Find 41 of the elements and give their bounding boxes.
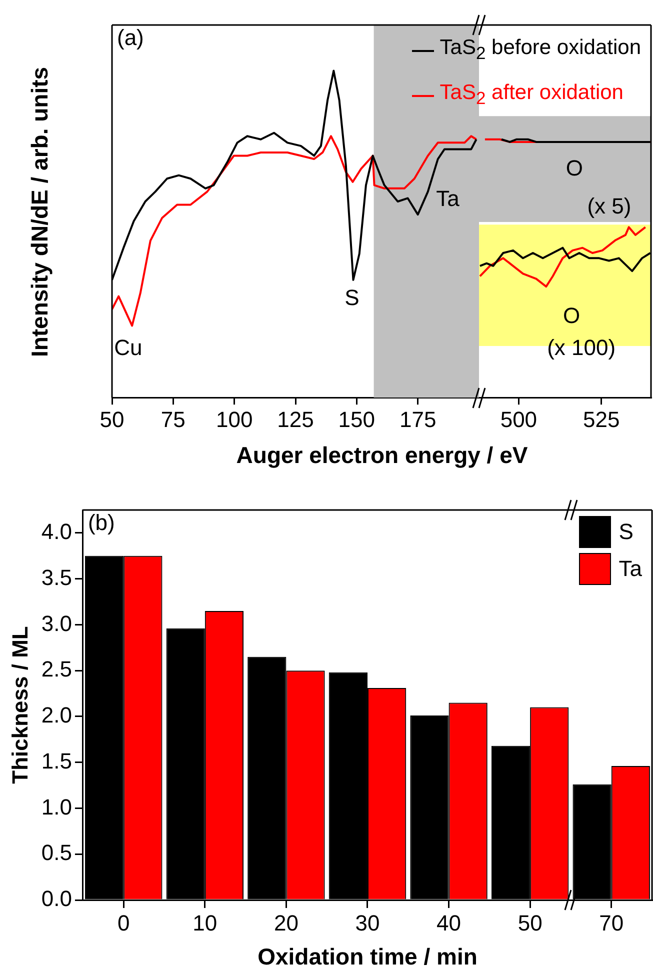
- x-tick-label: 70: [599, 910, 624, 936]
- x-axis-title: Auger electron energy / eV: [235, 442, 529, 469]
- annotation: O: [562, 302, 580, 328]
- annotation: S: [344, 284, 360, 310]
- x-tick-label: 40: [436, 910, 462, 936]
- x-axis-title: Oxidation time / min: [258, 944, 478, 970]
- annotation: (b): [88, 510, 115, 536]
- y-axis-title: Intensity dN/dE / arb. units: [26, 66, 54, 358]
- y-tick-label: 2.0: [41, 702, 72, 728]
- legend-label: TaS$_{2}$ before oxidation: [440, 35, 641, 66]
- x-tick-label: 75: [160, 406, 186, 432]
- y-tick-label: 4.0: [41, 519, 72, 544]
- y-tick-label: 3.5: [41, 564, 72, 590]
- y-tick-label: 3.0: [41, 610, 72, 636]
- x-tick-label: 125: [277, 406, 314, 432]
- annotation: (x 100): [547, 334, 616, 360]
- annotation: Cu: [114, 334, 142, 360]
- y-tick-label: 2.5: [41, 656, 72, 682]
- x-tick-label: 30: [355, 910, 380, 936]
- x-tick-label: 100: [216, 406, 253, 432]
- x-tick-label: 20: [274, 910, 298, 936]
- y-tick-label: 1.5: [41, 748, 72, 774]
- x-tick-label: 150: [338, 406, 376, 432]
- x-tick-label: 175: [399, 406, 436, 432]
- legend-label: TaS$_{2}$ after oxidation: [440, 80, 624, 110]
- legend-label: S: [618, 518, 634, 544]
- y-tick-label: 0.5: [41, 840, 72, 866]
- x-tick-label: 50: [518, 910, 542, 936]
- y-tick-label: 1.0: [41, 794, 72, 820]
- annotation: Ta: [436, 186, 460, 212]
- x-tick-label: 50: [100, 406, 124, 432]
- x-tick-label: 10: [192, 910, 218, 936]
- text: (a): [117, 25, 144, 50]
- x-tick-label: 500: [500, 406, 538, 432]
- y-tick-label: 0.0: [41, 886, 72, 912]
- x-tick-label: 0: [118, 910, 130, 936]
- y-axis-title: Thickness / ML: [7, 626, 32, 784]
- annotation: O: [566, 156, 584, 181]
- legend-label: Ta: [618, 556, 642, 582]
- annotation: (x 5): [587, 193, 632, 218]
- x-tick-label: 525: [583, 406, 620, 432]
